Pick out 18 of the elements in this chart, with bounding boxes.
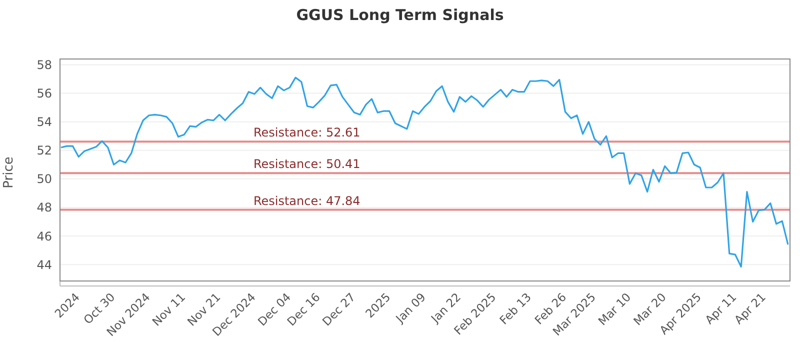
x-tick-label: Feb 13 bbox=[496, 290, 534, 328]
y-tick-label: 50 bbox=[36, 172, 52, 186]
x-tick-label: Jan 09 bbox=[392, 290, 428, 326]
x-tick-label: Dec 27 bbox=[319, 290, 358, 329]
x-tick-label: Nov 11 bbox=[149, 290, 188, 329]
y-tick-label: 56 bbox=[36, 86, 52, 101]
ref-line-label: Resistance: 50.41 bbox=[253, 157, 360, 172]
y-tick-label: 46 bbox=[36, 229, 52, 244]
ref-line-label: Resistance: 47.84 bbox=[253, 194, 360, 208]
y-axis-title: Price bbox=[2, 156, 17, 188]
y-tick-label: 48 bbox=[36, 200, 52, 215]
ref-line-label: Resistance: 52.61 bbox=[253, 126, 360, 140]
y-tick-label: 54 bbox=[36, 115, 52, 130]
y-tick-label: 52 bbox=[36, 144, 52, 158]
y-tick-label: 44 bbox=[36, 258, 52, 272]
chart-title: GGUS Long Term Signals bbox=[295, 6, 505, 24]
x-tick-label: Mar 10 bbox=[595, 290, 634, 328]
y-tick-label: 58 bbox=[36, 58, 52, 72]
